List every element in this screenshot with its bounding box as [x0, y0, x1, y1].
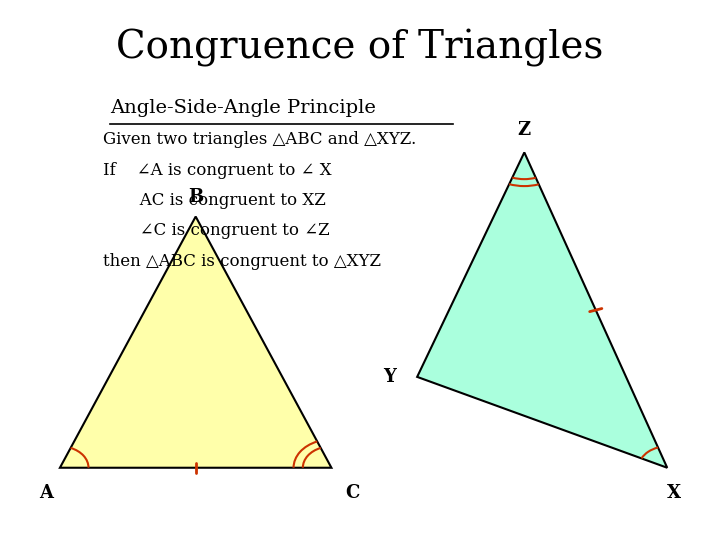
Text: Z: Z	[518, 121, 531, 139]
Text: then △ABC is congruent to △XYZ: then △ABC is congruent to △XYZ	[103, 253, 381, 270]
Text: B: B	[188, 188, 203, 206]
Text: Given two triangles △ABC and △XYZ.: Given two triangles △ABC and △XYZ.	[103, 131, 416, 148]
Polygon shape	[60, 217, 331, 468]
Text: If    ∠A is congruent to ∠ X: If ∠A is congruent to ∠ X	[103, 161, 331, 179]
Text: A: A	[39, 484, 53, 502]
Text: C: C	[346, 484, 360, 502]
Polygon shape	[417, 152, 667, 468]
Text: Angle-Side-Angle Principle: Angle-Side-Angle Principle	[110, 99, 376, 117]
Text: AC is congruent to XZ: AC is congruent to XZ	[103, 192, 325, 209]
Text: ∠C is congruent to ∠Z: ∠C is congruent to ∠Z	[103, 222, 330, 239]
Text: Congruence of Triangles: Congruence of Triangles	[117, 30, 603, 68]
Text: X: X	[667, 484, 681, 502]
Text: Y: Y	[383, 368, 396, 386]
